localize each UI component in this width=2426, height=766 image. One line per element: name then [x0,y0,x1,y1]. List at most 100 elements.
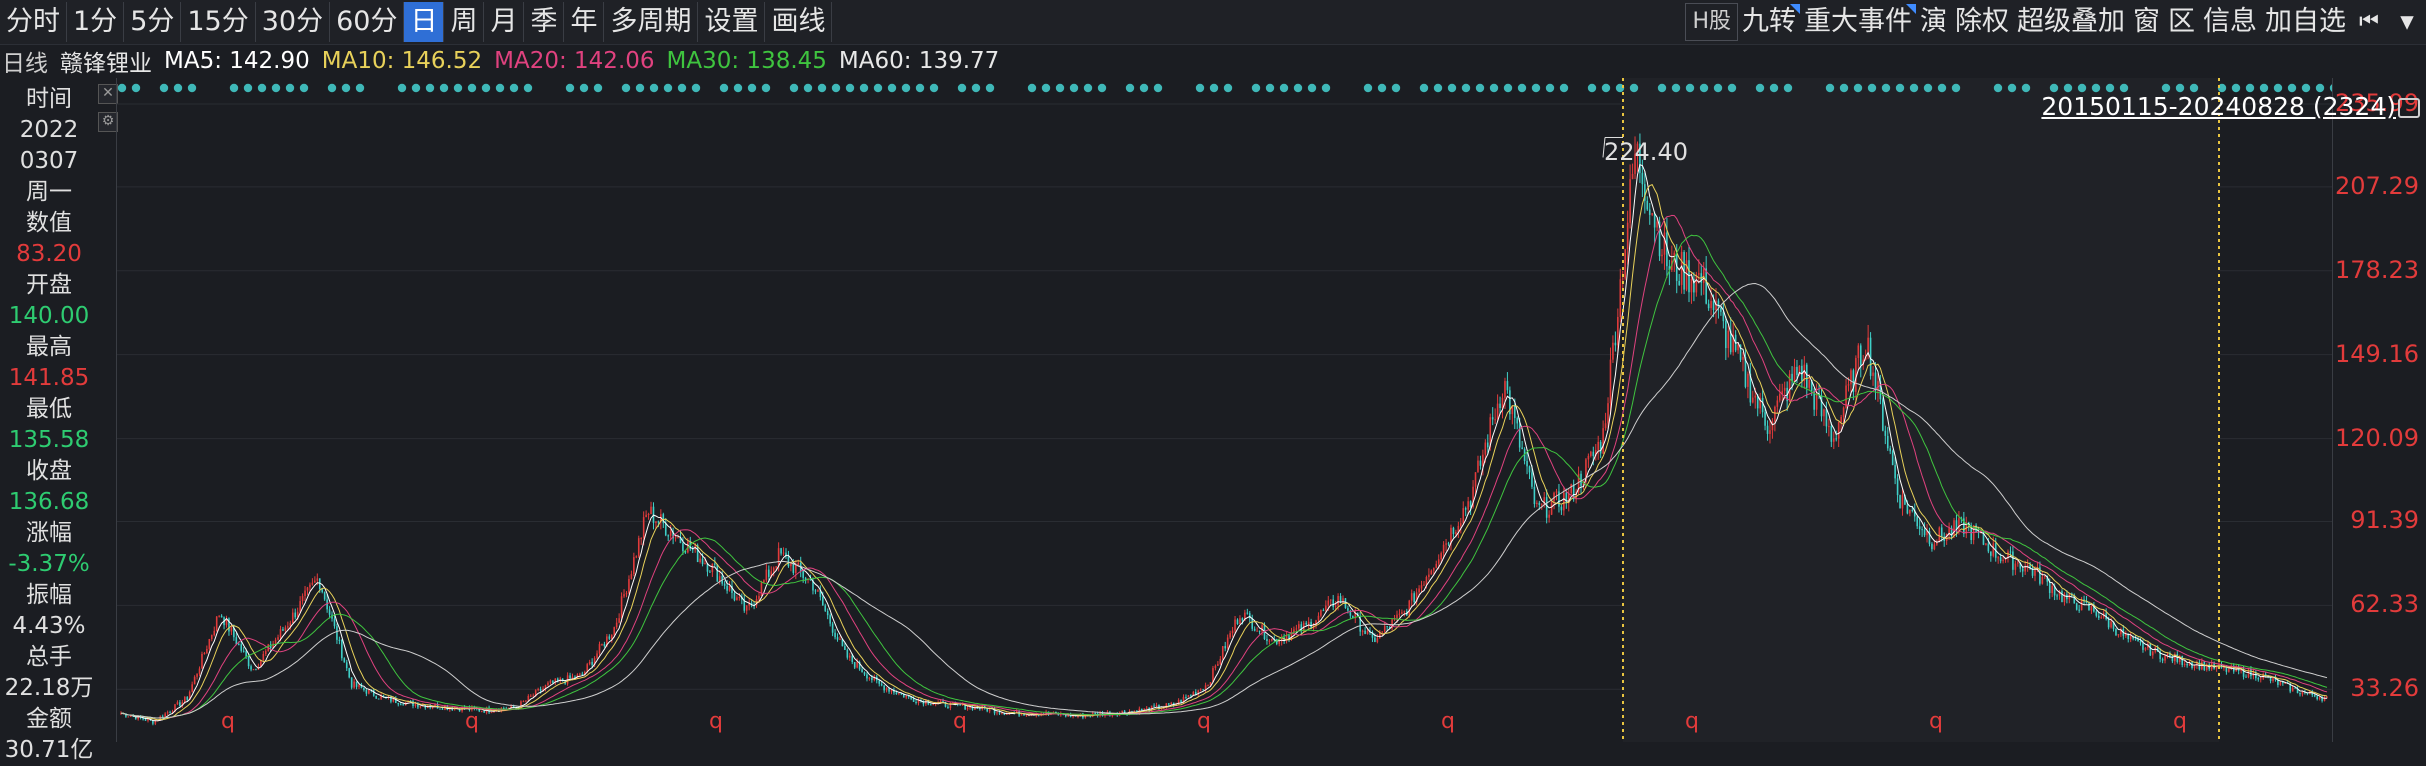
candle-body [1496,403,1499,420]
candle-body [2041,576,2044,584]
candle-body [2002,559,2004,562]
period-tab-4[interactable]: 30分 [256,2,331,42]
candle-body [588,661,591,665]
close-icon[interactable]: ✕ [98,84,118,104]
toolbar-item-label: 加自选 [2265,6,2346,37]
candle-body [1143,708,1146,711]
candle-body [925,700,927,705]
event-dot [1083,83,1093,93]
event-dot [509,83,519,93]
ma60-value: MA60: 139.77 [838,48,1000,74]
candle-body [623,594,625,597]
candle-body [1869,337,1872,376]
toolbar-item-1[interactable]: 九转 [1738,2,1800,42]
candle-body [615,622,618,628]
candle-body [2284,682,2287,684]
event-dot [733,83,743,93]
candle-body [1886,435,1889,449]
candle-body [1604,423,1607,429]
candle-body [1707,303,1710,309]
gear-icon[interactable]: ⚙ [98,112,118,132]
candle-body [291,612,294,624]
candle-body [554,678,557,683]
period-tab-0[interactable]: 分时 [0,2,67,42]
caret-down-icon[interactable]: ▾ [2400,6,2414,37]
candle-body [358,684,360,687]
candle-body [1261,624,1263,632]
event-dot [901,83,911,93]
candle-body [574,676,576,679]
candle-body [716,564,719,582]
toolbar-item-9[interactable]: 加自选 [2261,2,2350,42]
candle-body [1182,696,1185,703]
candle-body [1327,600,1330,606]
period-tab-9[interactable]: 季 [524,2,565,42]
stock-name[interactable]: 赣锋锂业 [60,51,152,77]
candle-body [1386,626,1388,628]
toolbar-item-6[interactable]: 窗 [2129,2,2164,42]
candle-body [1526,460,1528,467]
candle-body [1523,449,1526,461]
candle-body [893,690,895,693]
toolbar-item-8[interactable]: 信息 [2199,2,2261,42]
candle-body [372,690,375,696]
candle-body [220,615,223,618]
candle-body [731,586,733,594]
event-dot [621,83,631,93]
toolbar-item-2[interactable]: 重大事件 [1800,2,1916,42]
candle-body [1533,486,1536,504]
period-tab-8[interactable]: 月 [484,2,525,42]
candle-body [213,631,216,636]
candle-body [1631,173,1634,180]
period-tab-7[interactable]: 周 [444,2,485,42]
candle-body [287,626,289,628]
candle-body [399,704,402,706]
period-tab-1[interactable]: 1分 [67,2,125,42]
candle-body [1732,334,1734,353]
period-tab-2[interactable]: 5分 [124,2,182,42]
toolbar-item-4[interactable]: 除权 [1951,2,2013,42]
candle-body [1224,646,1227,649]
toolbar-item-3[interactable]: 演 [1916,2,1951,42]
candle-body [2149,643,2152,656]
period-tab-5[interactable]: 60分 [330,2,405,42]
candle-body [1722,311,1725,322]
candle-body [1177,700,1180,705]
candle-body [1278,641,1281,644]
lock-icon[interactable] [2398,98,2420,118]
candle-body [696,545,699,563]
candle-body [2196,662,2198,666]
event-marker-0: q [221,709,235,734]
candle-body [1739,344,1742,360]
candle-body [809,578,812,581]
candle-body [2078,609,2080,611]
candle-body [2215,665,2218,669]
candle-body [804,577,807,580]
candle-body [1172,702,1175,706]
candle-body [1239,618,1241,625]
toolbar-item-0[interactable]: H股 [1685,3,1738,41]
event-dot [1097,83,1107,93]
period-tab-11[interactable]: 多周期 [604,2,699,42]
candle-body [1764,412,1766,426]
candle-body [2164,655,2166,661]
candle-body [1229,633,1231,638]
period-tab-10[interactable]: 年 [564,2,605,42]
candle-body [1621,278,1624,280]
candle-body [1550,501,1553,515]
period-tab-3[interactable]: 15分 [181,2,256,42]
candle-body [490,712,493,714]
toolbar-item-7[interactable]: 区 [2164,2,2199,42]
date-range-label[interactable]: 20150115-20240828 (2324) [2041,92,2396,121]
toolbar-item-5[interactable]: 超级叠加 [2013,2,2129,42]
skip-back-icon[interactable]: ⏮ [2359,9,2379,34]
candle-body [2159,651,2161,659]
period-tab-13[interactable]: 画线 [765,2,833,42]
event-dot [1657,83,1667,93]
period-tab-6[interactable]: 日 [404,2,445,42]
period-tab-12[interactable]: 设置 [698,2,766,42]
toolbar-item-label: 窗 [2133,6,2160,37]
price-tick-0: 235.99 [2335,89,2419,117]
